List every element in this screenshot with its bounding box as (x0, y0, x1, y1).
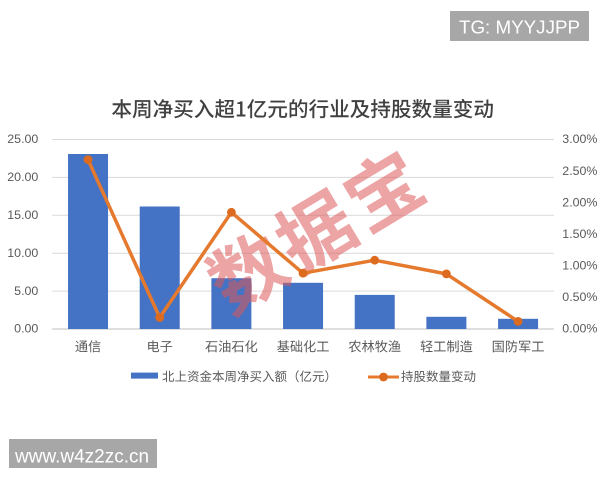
svg-text:20.00: 20.00 (7, 170, 38, 184)
svg-text:TG: MYYJJPP: TG: MYYJJPP (459, 16, 580, 37)
svg-text:2.00%: 2.00% (562, 195, 597, 209)
svg-text:10.00: 10.00 (7, 246, 38, 260)
svg-text:www.w4z2zc.cn: www.w4z2zc.cn (14, 446, 149, 467)
svg-text:25.00: 25.00 (7, 132, 38, 146)
svg-text:5.00: 5.00 (14, 284, 38, 298)
svg-text:1.50%: 1.50% (562, 227, 597, 241)
svg-text:1.00%: 1.00% (562, 259, 597, 273)
svg-text:2.50%: 2.50% (562, 164, 597, 178)
svg-text:15.00: 15.00 (7, 208, 38, 222)
svg-text:0.50%: 0.50% (562, 290, 597, 304)
svg-text:0.00%: 0.00% (562, 322, 597, 336)
svg-text:3.00%: 3.00% (562, 132, 597, 146)
svg-text:0.00: 0.00 (14, 322, 38, 336)
